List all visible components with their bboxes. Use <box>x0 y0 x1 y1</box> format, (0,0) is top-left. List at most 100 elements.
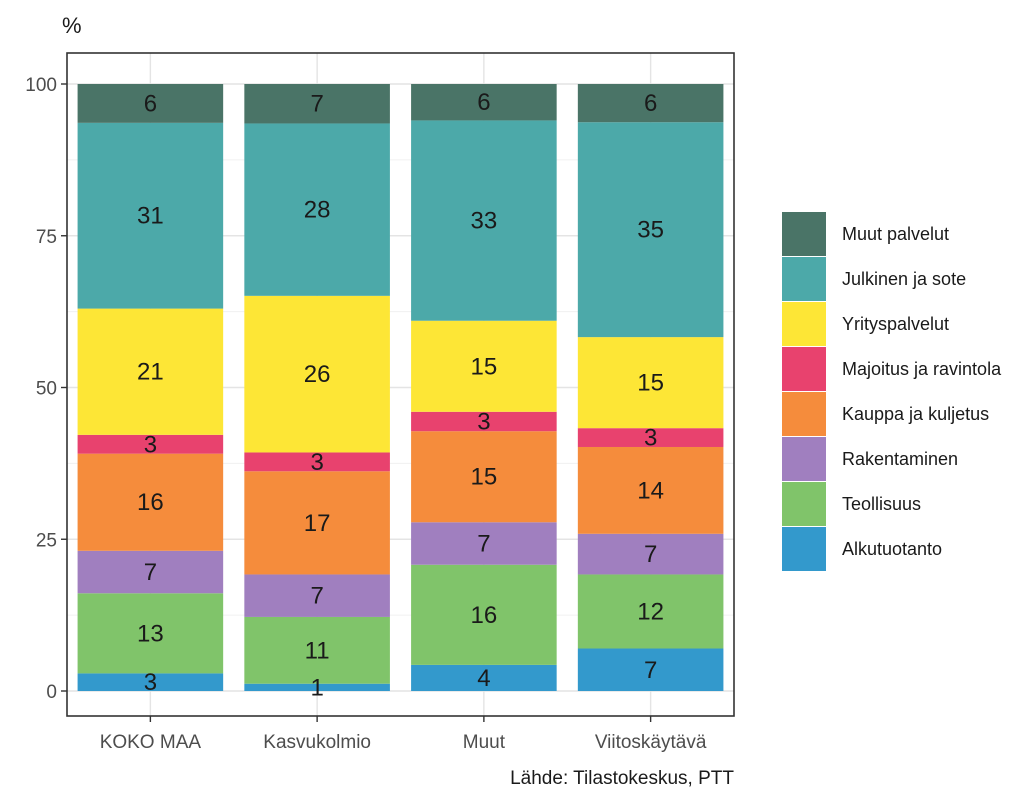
data-label: 1 <box>310 674 323 701</box>
data-label: 31 <box>137 203 164 230</box>
data-label: 14 <box>637 477 664 504</box>
bar-segment <box>577 84 724 123</box>
bar-segment <box>244 471 390 575</box>
data-label: 12 <box>637 598 664 625</box>
bar-segment <box>244 452 390 472</box>
y-axis: 0 25 50 75 100 <box>25 75 67 703</box>
bar-segment <box>77 593 224 674</box>
y-axis-unit-label: % <box>62 13 82 38</box>
data-label: 35 <box>637 217 664 244</box>
data-label: 6 <box>644 90 657 117</box>
legend-swatch <box>782 212 826 256</box>
y-tick-label: 75 <box>36 227 57 248</box>
bar-segment <box>411 320 557 412</box>
data-label: 15 <box>637 370 664 397</box>
legend-swatch <box>782 302 826 346</box>
legend-swatch <box>782 482 826 526</box>
bar-segment <box>77 453 224 551</box>
legend-item: Majoitus ja ravintola <box>782 347 1002 391</box>
data-label: 26 <box>304 361 331 388</box>
x-tick-label: Kasvukolmio <box>263 732 371 753</box>
data-label: 3 <box>644 425 657 452</box>
data-label: 4 <box>477 665 490 692</box>
x-tick-label: Viitoskäytävä <box>595 732 707 753</box>
legend-item: Teollisuus <box>782 482 921 526</box>
legend-label: Rakentaminen <box>842 449 958 469</box>
data-label: 11 <box>305 637 330 664</box>
data-label: 15 <box>471 353 498 380</box>
x-axis: KOKO MAA Kasvukolmio Muut Viitoskäytävä <box>100 716 707 753</box>
bar-segment <box>77 84 224 123</box>
legend-swatch <box>782 527 826 571</box>
legend-item: Julkinen ja sote <box>782 257 966 301</box>
legend-label: Alkutuotanto <box>842 539 942 559</box>
bar-segment <box>577 446 724 534</box>
legend-item: Rakentaminen <box>782 437 958 481</box>
bar-segment <box>577 122 724 338</box>
legend-item: Muut palvelut <box>782 212 949 256</box>
data-label: 6 <box>477 89 490 116</box>
data-label: 7 <box>310 91 323 118</box>
data-label: 16 <box>471 602 498 629</box>
legend-item: Yrityspalvelut <box>782 302 949 346</box>
plot-area: 3137163213161117173262874167153153367127… <box>66 52 735 717</box>
data-label: 6 <box>144 90 157 117</box>
bar-segment <box>244 574 390 617</box>
bar-segment <box>411 411 557 432</box>
data-label: 28 <box>304 197 331 224</box>
bar-segment <box>411 664 557 691</box>
y-tick-label: 50 <box>36 379 57 400</box>
bar-segment <box>577 574 724 649</box>
source-caption: Lähde: Tilastokeskus, PTT <box>510 768 734 789</box>
y-tick-label: 25 <box>36 530 57 551</box>
bar-segment <box>577 337 724 429</box>
bar-segment <box>77 434 224 454</box>
data-label: 3 <box>477 408 490 435</box>
data-label: 16 <box>137 489 164 516</box>
y-tick-label: 0 <box>46 682 57 703</box>
legend-swatch <box>782 392 826 436</box>
legend-item: Kauppa ja kuljetus <box>782 392 989 436</box>
bar-segment <box>577 428 724 447</box>
legend-swatch <box>782 257 826 301</box>
bar-segment <box>577 648 724 691</box>
data-label: 7 <box>644 541 657 568</box>
legend-label: Julkinen ja sote <box>842 269 966 289</box>
bars-layer <box>77 84 724 691</box>
bar-segment <box>77 308 224 435</box>
legend-label: Majoitus ja ravintola <box>842 359 1002 379</box>
plot-border <box>66 52 735 717</box>
bar-segment <box>77 673 224 691</box>
data-label: 33 <box>471 208 498 235</box>
legend-swatch <box>782 347 826 391</box>
bar-segment <box>577 533 724 575</box>
data-label: 13 <box>137 620 164 647</box>
bar-segment <box>411 120 557 321</box>
data-label: 15 <box>471 464 498 491</box>
legend-label: Yrityspalvelut <box>842 314 949 334</box>
bar-segment <box>77 550 224 594</box>
bar-segment <box>244 295 390 453</box>
legend-swatch <box>782 437 826 481</box>
bar-segment <box>411 522 557 565</box>
data-label: 3 <box>310 449 323 476</box>
data-label: 21 <box>137 359 164 386</box>
bar-segment <box>411 84 557 121</box>
bar-segment <box>411 431 557 523</box>
legend-label: Teollisuus <box>842 494 921 514</box>
legend-label: Kauppa ja kuljetus <box>842 404 989 424</box>
legend-item: Alkutuotanto <box>782 527 942 571</box>
segment-labels-layer: 3137163213161117173262874167153153367127… <box>137 89 664 701</box>
y-tick-label: 100 <box>25 75 57 96</box>
data-label: 7 <box>644 657 657 684</box>
bar-segment <box>244 84 390 124</box>
legend-label: Muut palvelut <box>842 224 949 244</box>
bar-segment <box>77 122 224 309</box>
x-tick-label: KOKO MAA <box>100 732 202 753</box>
data-label: 3 <box>144 669 157 696</box>
data-label: 7 <box>144 559 157 586</box>
x-tick-label: Muut <box>463 732 506 753</box>
legend: Muut palvelut Julkinen ja sote Yrityspalve… <box>782 212 1002 571</box>
bar-segment <box>244 616 390 684</box>
